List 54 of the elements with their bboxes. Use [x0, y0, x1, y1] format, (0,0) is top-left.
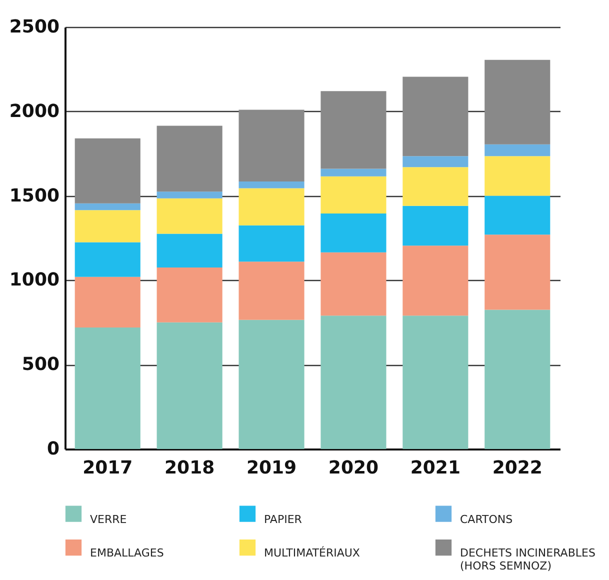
bar	[156, 322, 222, 449]
y-tick-label: 2500	[9, 16, 60, 38]
bar	[484, 156, 550, 196]
y-tick-label: 500	[22, 354, 60, 376]
y-tick-label: 1500	[9, 185, 60, 206]
bar	[402, 156, 468, 168]
y-tick-label: 0	[46, 438, 60, 460]
bar	[484, 144, 550, 156]
bar	[402, 167, 468, 206]
bar	[156, 234, 222, 268]
bar	[238, 181, 304, 188]
bar	[484, 234, 550, 310]
bar	[484, 310, 550, 449]
bar	[74, 138, 140, 204]
x-tick-label: 2017	[82, 458, 133, 478]
bar	[320, 252, 386, 316]
legend-label: CARTONS	[460, 512, 513, 526]
bar	[402, 206, 468, 246]
legend-label: MULTIMATÉRIAUX	[264, 546, 360, 560]
bar	[238, 262, 304, 320]
bar	[320, 214, 386, 252]
x-tick-label: 2021	[410, 458, 460, 478]
bar	[238, 110, 304, 182]
bar	[320, 316, 386, 449]
bar	[74, 242, 140, 277]
bar	[74, 276, 140, 328]
bar	[484, 196, 550, 235]
bar	[484, 60, 550, 144]
bar	[402, 76, 468, 156]
bar	[156, 268, 222, 322]
legend-label: VERRE	[90, 512, 127, 526]
y-tick-label: 1000	[9, 270, 60, 291]
bar	[320, 168, 386, 176]
bar	[402, 246, 468, 316]
bar	[402, 316, 468, 449]
bar	[74, 203, 140, 210]
x-tick-label: 2019	[246, 458, 297, 478]
bar	[238, 225, 304, 262]
bar	[156, 192, 222, 198]
bar	[238, 188, 304, 226]
bar	[74, 210, 140, 242]
bar	[320, 176, 386, 214]
bar	[238, 320, 304, 449]
x-tick-label: 2022	[492, 458, 542, 478]
x-tick-label: 2018	[164, 458, 215, 478]
bar	[74, 327, 140, 449]
bar	[156, 126, 222, 192]
legend-label: PAPIER	[264, 512, 302, 526]
legend-label: DECHETS INCINERABLES (HORS SEMNOZ)	[460, 546, 596, 572]
x-tick-label: 2020	[328, 458, 379, 478]
bar	[320, 91, 386, 169]
y-tick-label: 2000	[9, 100, 60, 122]
bar	[156, 198, 222, 234]
legend-label: EMBALLAGES	[90, 546, 164, 560]
